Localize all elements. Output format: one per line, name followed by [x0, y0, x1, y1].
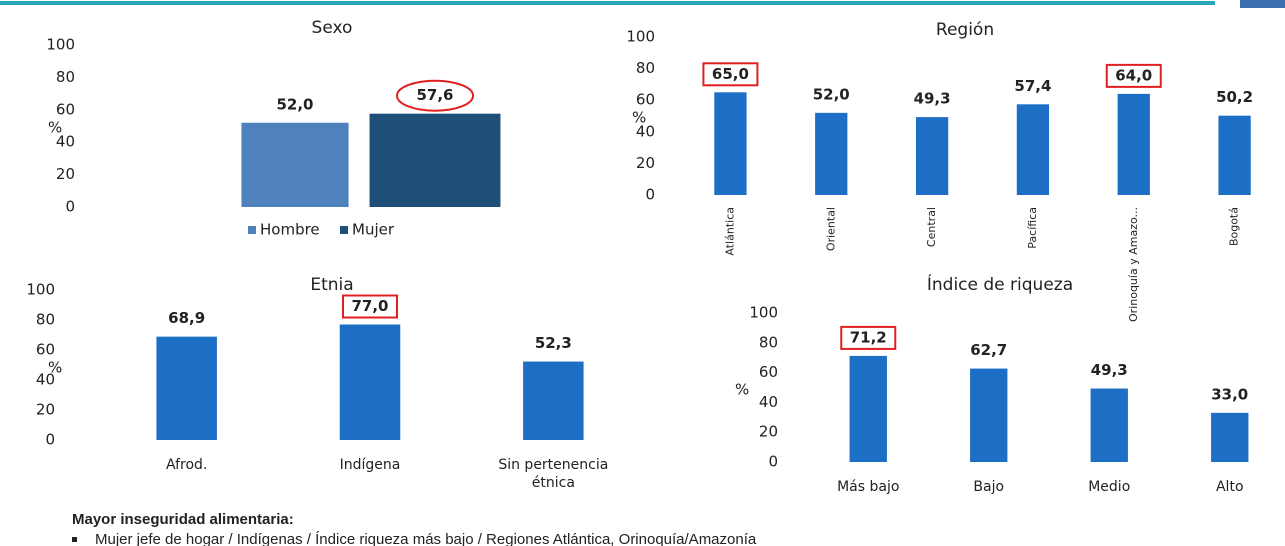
data-label: 57,6 — [416, 86, 453, 104]
y-tick-label: 40 — [56, 133, 75, 151]
y-tick-label: 20 — [636, 154, 655, 172]
data-label: 50,2 — [1216, 88, 1253, 106]
data-label: 64,0 — [1115, 66, 1152, 84]
highlight — [342, 294, 398, 319]
x-tick-label: Central — [925, 207, 938, 247]
x-tick-label: Sin pertenencia étnica — [498, 457, 608, 491]
logo-fragment — [1240, 0, 1285, 8]
bar — [1218, 115, 1251, 195]
x-tick-label: Más bajo — [837, 479, 899, 495]
chart-title: Índice de riqueza — [927, 273, 1073, 295]
bar — [156, 336, 217, 440]
data-label: 71,2 — [850, 328, 887, 346]
y-tick-label: 100 — [749, 304, 778, 322]
bar — [849, 355, 887, 462]
bar — [970, 368, 1008, 462]
data-label: 52,3 — [535, 334, 572, 352]
y-axis-label: % — [735, 381, 749, 399]
x-tick-label: Bogotá — [1228, 207, 1241, 246]
legend-label: Hombre — [260, 221, 320, 239]
x-tick-label: Oriental — [824, 207, 837, 251]
bar — [815, 112, 848, 195]
bar — [1016, 104, 1050, 195]
y-tick-label: 60 — [636, 91, 655, 109]
y-axis-label: % — [48, 359, 62, 377]
y-tick-label: 100 — [46, 36, 75, 54]
y-tick-label: 20 — [759, 423, 778, 441]
bar — [339, 324, 401, 440]
bar — [241, 122, 349, 207]
y-tick-label: 20 — [56, 165, 75, 183]
bar — [1211, 412, 1249, 462]
y-tick-label: 0 — [768, 453, 778, 471]
y-tick-label: 100 — [26, 281, 55, 299]
data-label: 52,0 — [813, 85, 850, 103]
data-label: 33,0 — [1211, 385, 1248, 403]
y-tick-label: 40 — [636, 122, 655, 140]
y-tick-label: 80 — [56, 68, 75, 86]
bar — [523, 361, 584, 440]
y-axis-label: % — [632, 109, 646, 127]
y-tick-label: 80 — [636, 59, 655, 77]
bar — [1090, 388, 1128, 462]
x-tick-label: Orinoquía y Amazo... — [1127, 207, 1140, 322]
highlight — [840, 325, 897, 350]
data-label: 77,0 — [351, 297, 388, 315]
x-tick-label: Pacífica — [1026, 207, 1039, 249]
y-tick-label: 40 — [36, 371, 55, 389]
y-tick-label: 20 — [36, 401, 55, 419]
y-axis-label: % — [48, 119, 62, 137]
y-tick-label: 0 — [45, 431, 55, 449]
y-tick-label: 60 — [36, 341, 55, 359]
x-tick-label: Medio — [1088, 479, 1130, 495]
bar — [369, 113, 501, 207]
chart-title: Sexo — [312, 18, 353, 38]
legend-swatch — [248, 226, 256, 234]
data-label: 49,3 — [914, 90, 951, 108]
legend-label: Mujer — [352, 221, 395, 239]
y-tick-label: 40 — [759, 393, 778, 411]
bar — [915, 117, 949, 195]
y-tick-label: 80 — [759, 333, 778, 351]
bar — [714, 92, 747, 195]
bullet — [72, 537, 77, 542]
data-label: 57,4 — [1014, 77, 1051, 95]
data-label: 62,7 — [970, 341, 1007, 359]
highlight — [1105, 63, 1162, 88]
chart-title: Etnia — [310, 275, 353, 295]
y-tick-label: 60 — [759, 363, 778, 381]
y-tick-label: 0 — [645, 186, 655, 204]
x-tick-label: Alto — [1216, 479, 1244, 495]
x-tick-label: Atlántica — [723, 207, 736, 256]
y-tick-label: 80 — [36, 311, 55, 329]
y-tick-label: 100 — [626, 28, 655, 46]
x-tick-label: Afrod. — [166, 457, 207, 473]
chart-title: Región — [936, 20, 994, 40]
x-tick-label: Indígena — [340, 457, 401, 473]
highlight — [396, 79, 474, 112]
summary-title: Mayor inseguridad alimentaria: — [72, 511, 294, 528]
y-tick-label: 60 — [56, 100, 75, 118]
data-label: 49,3 — [1091, 361, 1128, 379]
summary-item: Mujer jefe de hogar / Indígenas / Índice… — [95, 531, 757, 546]
data-label: 52,0 — [276, 95, 313, 113]
data-label: 65,0 — [712, 65, 749, 83]
bar — [1117, 93, 1150, 195]
x-tick-label: Bajo — [973, 479, 1004, 495]
highlight — [702, 62, 759, 87]
legend-swatch — [340, 226, 348, 234]
data-label: 68,9 — [168, 309, 205, 327]
y-tick-label: 0 — [65, 198, 75, 216]
